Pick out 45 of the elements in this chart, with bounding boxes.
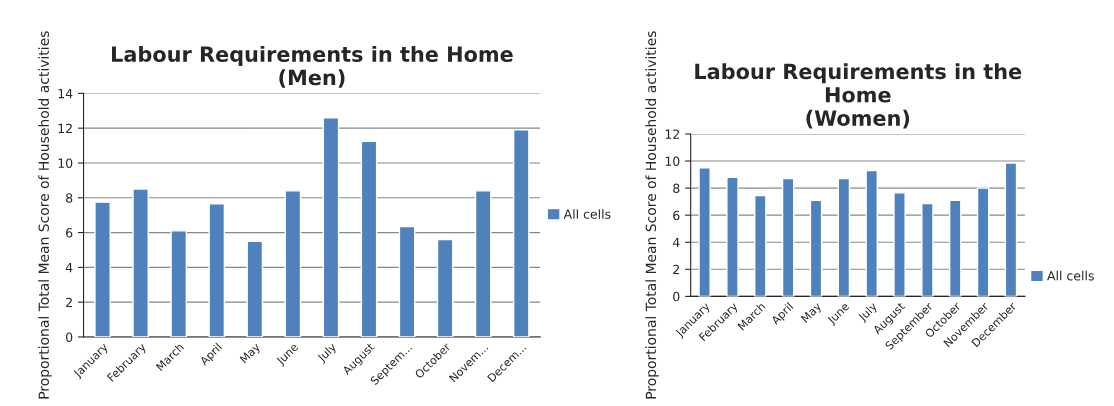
bar [893, 192, 906, 297]
bar [809, 199, 823, 297]
y-tick-label: 4 [65, 263, 73, 273]
bar [94, 201, 111, 337]
legend-label: All cells [1047, 270, 1094, 281]
y-tick-label: 12 [665, 129, 680, 139]
y-tick-label: 6 [673, 210, 680, 221]
bar [246, 240, 264, 337]
y-tick-label: 2 [673, 264, 680, 275]
bar [284, 190, 302, 337]
bar [921, 202, 934, 297]
bar [512, 129, 530, 337]
bar [754, 194, 767, 297]
y-tick-label: 8 [673, 183, 680, 194]
y-tick-label: 4 [672, 237, 680, 247]
bar [398, 225, 416, 337]
bar [948, 199, 962, 297]
y-tick-label: 0 [66, 332, 73, 342]
bar [360, 140, 378, 337]
y-tick-label: 0 [673, 291, 680, 302]
chart-title: Labour Requirements in the Home (Women) [695, 63, 1022, 129]
bar [170, 230, 188, 337]
bar [1004, 162, 1018, 297]
bar [976, 187, 990, 297]
y-tick-label: 10 [58, 158, 73, 168]
y-tick-label: 14 [58, 89, 73, 99]
bar [837, 177, 851, 297]
bar [781, 177, 795, 297]
chart-title: Labour Requirements in the Home (Men) [112, 45, 513, 88]
y-tick-label: 10 [665, 156, 680, 166]
bar [865, 169, 878, 297]
y-tick-label: 12 [58, 123, 72, 133]
y-tick-label: 8 [66, 193, 73, 203]
bar [698, 167, 711, 297]
y-tick-label: 6 [66, 228, 73, 238]
bar [208, 203, 226, 337]
bar [726, 176, 739, 297]
bar [322, 117, 340, 337]
legend-label: All cells [563, 209, 611, 219]
bar [436, 238, 454, 337]
y-axis-title: Proportional Total Mean Score of Household activities [38, 31, 52, 399]
bar [132, 188, 149, 337]
y-tick-label: 2 [66, 297, 72, 307]
bar [474, 190, 492, 337]
y-axis-title: Proportional Total Mean Score of Household activities [645, 31, 659, 399]
